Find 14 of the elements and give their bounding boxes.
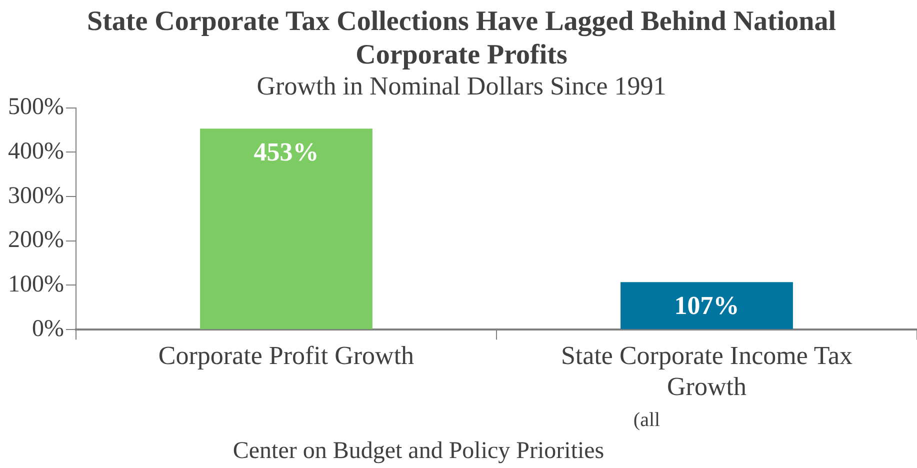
y-tick-label: 200% xyxy=(8,227,64,254)
data-label: 453% xyxy=(254,137,319,166)
x-tick-label: Corporate Profit Growth xyxy=(158,341,414,370)
data-label: 107% xyxy=(674,290,740,320)
x-tick-label: State Corporate Income Tax Growth xyxy=(560,341,853,402)
text: Center on Budget and Policy Priorities xyxy=(232,438,604,464)
y-tick-label: 0% xyxy=(32,316,64,342)
chart-subtitle: Growth in Nominal Dollars Since 1991 xyxy=(256,71,666,100)
text: (all xyxy=(633,409,661,431)
y-tick-label: 300% xyxy=(8,182,64,209)
y-tick-label: 400% xyxy=(8,138,64,164)
chart-title: State Corporate Tax Collections Have Lagged Behind National Corporate Profits xyxy=(86,6,836,71)
y-tick-label: 100% xyxy=(8,272,64,298)
y-tick-label: 500% xyxy=(8,94,64,120)
